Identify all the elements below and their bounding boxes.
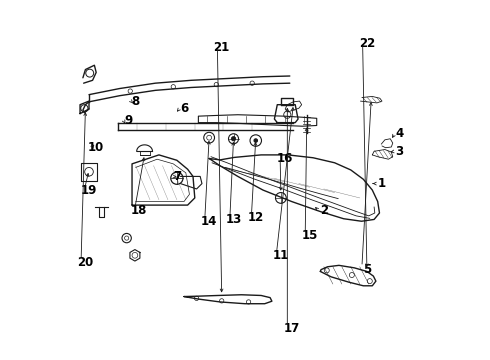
Circle shape	[254, 139, 257, 142]
Text: 3: 3	[395, 145, 403, 158]
Text: 18: 18	[131, 204, 147, 217]
Text: 4: 4	[395, 127, 403, 140]
Text: 2: 2	[320, 204, 328, 217]
Text: 12: 12	[247, 211, 264, 224]
Text: 16: 16	[276, 152, 293, 165]
Text: 11: 11	[273, 249, 289, 262]
Text: 7: 7	[173, 170, 181, 183]
Text: 1: 1	[377, 177, 385, 190]
Text: 15: 15	[301, 229, 318, 242]
Text: 17: 17	[284, 322, 300, 335]
Text: 9: 9	[124, 114, 133, 127]
Text: 20: 20	[77, 256, 94, 269]
Text: 10: 10	[88, 141, 104, 154]
Text: 14: 14	[201, 215, 218, 228]
Text: 13: 13	[226, 213, 243, 226]
Circle shape	[231, 136, 236, 141]
Text: 6: 6	[180, 102, 188, 115]
Text: 22: 22	[359, 37, 375, 50]
Text: 21: 21	[214, 41, 230, 54]
Text: 5: 5	[363, 263, 371, 276]
Text: 19: 19	[81, 184, 97, 197]
Text: 8: 8	[131, 95, 140, 108]
